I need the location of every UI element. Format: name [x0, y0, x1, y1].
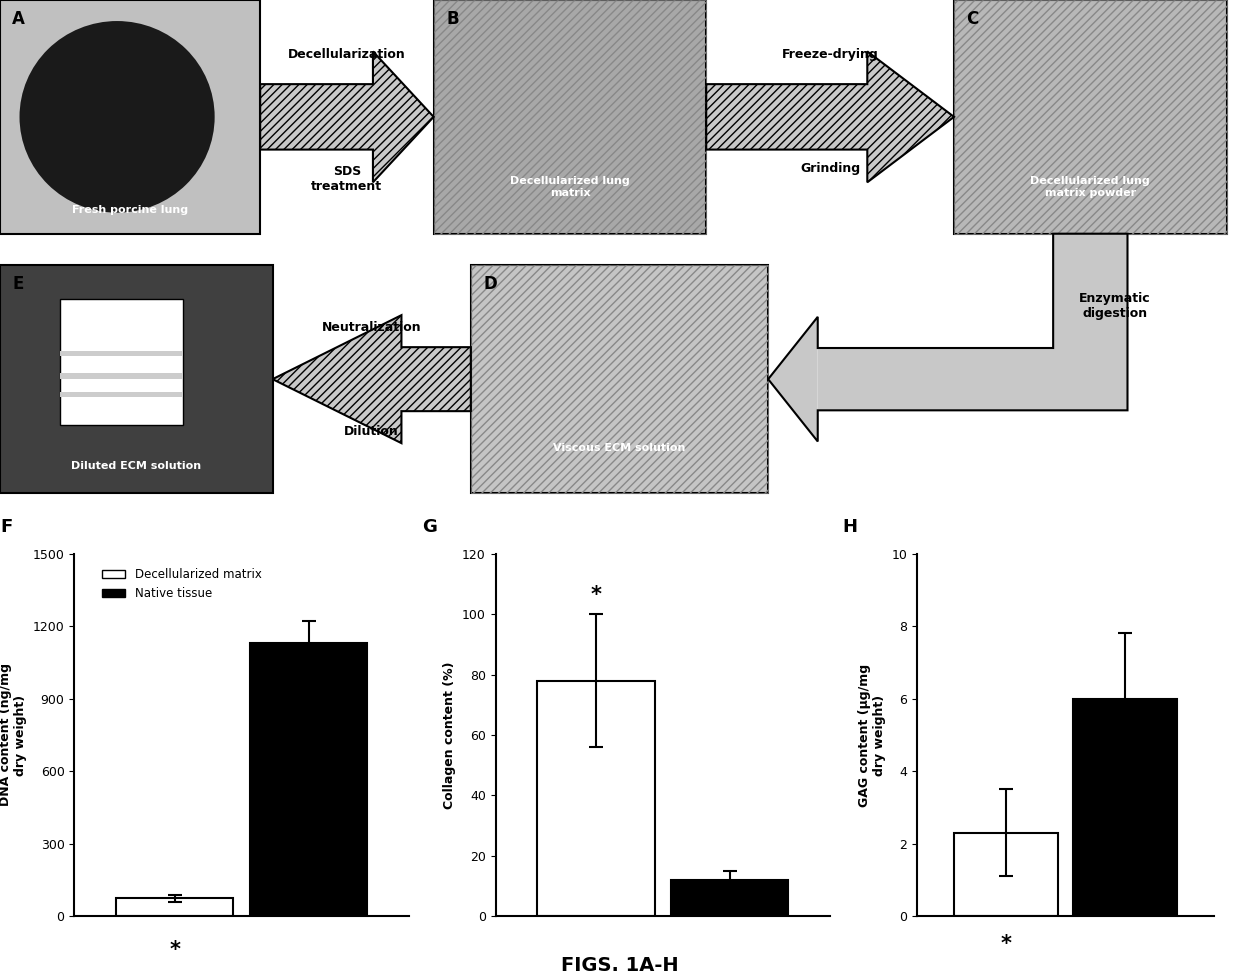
Text: FIGS. 1A-H: FIGS. 1A-H: [561, 956, 678, 975]
Bar: [116, 898, 233, 916]
Bar: [672, 880, 788, 916]
Bar: [1053, 234, 1127, 411]
Bar: [250, 643, 367, 916]
Bar: [0, 0, 260, 234]
Bar: [818, 348, 1053, 411]
Text: E: E: [12, 275, 24, 293]
Y-axis label: DNA content (ng/mg
dry weight): DNA content (ng/mg dry weight): [0, 663, 27, 807]
Text: SDS
treatment: SDS treatment: [311, 166, 383, 193]
Text: Dilution: Dilution: [344, 424, 399, 438]
Y-axis label: Collagen content (%): Collagen content (%): [444, 662, 456, 808]
Legend: Decellularized matrix, Native tissue: Decellularized matrix, Native tissue: [97, 564, 266, 605]
Y-axis label: GAG content (μg/mg
dry weight): GAG content (μg/mg dry weight): [857, 663, 886, 807]
Polygon shape: [768, 317, 818, 442]
Text: Neutralization: Neutralization: [322, 320, 421, 334]
Bar: [59, 299, 182, 425]
Bar: [59, 351, 182, 357]
Text: Decellularized lung
matrix: Decellularized lung matrix: [510, 176, 629, 198]
Text: D: D: [483, 275, 497, 293]
Text: *: *: [170, 941, 180, 960]
Polygon shape: [706, 51, 954, 182]
Text: G: G: [422, 518, 437, 536]
Polygon shape: [273, 316, 471, 443]
Bar: [0, 265, 273, 494]
Text: Freeze-drying: Freeze-drying: [782, 48, 878, 61]
Bar: [538, 680, 654, 916]
Text: *: *: [1001, 935, 1011, 955]
Polygon shape: [260, 51, 434, 182]
Bar: [471, 265, 768, 494]
Bar: [954, 0, 1227, 234]
Text: Fresh porcine lung: Fresh porcine lung: [72, 206, 188, 216]
Bar: [59, 392, 182, 398]
Text: Decellularized lung
matrix powder: Decellularized lung matrix powder: [1031, 176, 1150, 198]
Text: A: A: [12, 11, 25, 28]
Text: Decellularization: Decellularization: [287, 48, 406, 61]
Bar: [59, 373, 182, 379]
Bar: [954, 833, 1058, 916]
Text: C: C: [966, 11, 979, 28]
Bar: [434, 0, 706, 234]
Text: Viscous ECM solution: Viscous ECM solution: [554, 443, 685, 453]
Bar: [954, 0, 1227, 234]
Bar: [1073, 699, 1177, 916]
Bar: [434, 0, 706, 234]
Text: Diluted ECM solution: Diluted ECM solution: [71, 461, 202, 471]
Text: B: B: [446, 11, 458, 28]
Ellipse shape: [20, 21, 214, 213]
Bar: [471, 265, 768, 494]
Text: Enzymatic
digestion: Enzymatic digestion: [1079, 292, 1151, 320]
Text: *: *: [591, 585, 601, 605]
Text: H: H: [843, 518, 857, 536]
Text: Grinding: Grinding: [800, 163, 860, 175]
Text: F: F: [1, 518, 12, 536]
